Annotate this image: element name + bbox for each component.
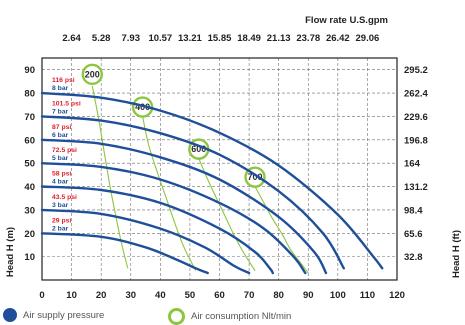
- x-tick-label: 120: [389, 290, 405, 301]
- x-tick-label: 60: [214, 290, 225, 301]
- top-tick-label: 23.78: [296, 33, 320, 44]
- pressure-bar-label: 2 bar: [52, 225, 69, 232]
- air-consumption-ring: [81, 63, 103, 86]
- pressure-psi-label: 58 psi: [52, 171, 71, 178]
- y-left-tick-label: 80: [24, 89, 35, 100]
- air-pressure-curve: [40, 115, 345, 270]
- x-tick-label: 70: [244, 290, 255, 301]
- legend: Air supply pressure Air consumption Nlt/…: [0, 308, 465, 325]
- air-consumption-curves: 200 400 600 700: [81, 63, 309, 274]
- pressure-bar-label: 8 bar: [52, 85, 69, 92]
- air-consumption-curve: [142, 116, 197, 271]
- x-tick-label: 20: [96, 290, 107, 301]
- y-right-tick-label: 65.6: [404, 229, 423, 240]
- air-pressure-curve: [40, 208, 251, 275]
- y-left-tick-label: 60: [24, 135, 35, 146]
- air-pressure-curve: [40, 232, 209, 275]
- legend-label-air-consumption: Air consumption Nlt/min: [191, 311, 292, 322]
- top-tick-label: 13.21: [178, 33, 202, 44]
- top-tick-label: 10.57: [148, 33, 172, 44]
- top-axis-title: Flow rate U.S.gpm: [305, 15, 388, 26]
- x-tick-label: 30: [125, 290, 136, 301]
- pressure-psi-label: 29 psi: [52, 217, 71, 224]
- top-tick-label: 29.06: [356, 33, 380, 44]
- top-tick-label: 15.85: [208, 33, 232, 44]
- y-left-tick-label: 90: [24, 65, 35, 76]
- right-axis-title: Head H (ft): [451, 230, 462, 278]
- pressure-psi-label: 87 psi: [52, 124, 71, 131]
- top-tick-label: 26.42: [326, 33, 350, 44]
- y-right-tick-label: 131.2: [404, 182, 428, 193]
- x-tick-label: 50: [185, 290, 196, 301]
- y-right-tick-label: 98.4: [404, 205, 423, 216]
- blue-circle-icon: [3, 308, 17, 322]
- y-right-tick-label: 32.8: [404, 252, 423, 263]
- x-tick-label: 0: [39, 290, 44, 301]
- x-tick-label: 110: [360, 290, 375, 301]
- pressure-psi-label: 116 psi: [52, 77, 75, 84]
- legend-label-air-supply: Air supply pressure: [23, 309, 105, 321]
- top-tick-label: 2.64: [62, 33, 81, 44]
- air-pressure-curve: [40, 185, 274, 275]
- pressure-psi-label: 43.5 psi: [52, 194, 77, 201]
- y-left-tick-label: 30: [24, 205, 35, 216]
- y-right-tick-label: 164: [404, 159, 421, 170]
- air-pressure-curve: [40, 91, 384, 270]
- y-left-tick-label: 70: [24, 112, 35, 123]
- y-right-tick-label: 229.6: [404, 112, 428, 123]
- air-pressure-curve: [40, 162, 307, 275]
- air-consumption-label: 200: [85, 69, 100, 79]
- green-ring-icon: [168, 308, 185, 325]
- y-left-tick-label: 20: [24, 229, 35, 240]
- top-tick-label: 21.13: [267, 33, 291, 44]
- pressure-psi-label: 101.5 psi: [52, 100, 81, 107]
- air-consumption-label: 400: [135, 102, 150, 112]
- grid-lines: [41, 57, 398, 281]
- x-tick-label: 100: [330, 290, 346, 301]
- y-right-tick-label: 196.8: [404, 135, 428, 146]
- left-axis-title: Head H (m): [5, 227, 16, 277]
- air-pressure-curve: [40, 138, 328, 275]
- pressure-bar-label: 7 bar: [52, 108, 69, 115]
- air-consumption-curve: [254, 186, 309, 274]
- y-right-tick-label: 262.4: [404, 89, 428, 100]
- pressure-bar-label: 4 bar: [52, 179, 69, 186]
- legend-item-air-supply: Air supply pressure: [3, 308, 104, 322]
- y-left-tick-label: 50: [24, 159, 35, 170]
- pressure-bar-label: 5 bar: [52, 155, 69, 162]
- axis-ticks: 0 10 20 30 40 50 60 70 80 90 100 110 120 2.64 5.28 7.93…: [24, 33, 428, 301]
- plot-frame: [41, 57, 398, 281]
- pressure-bar-label: 3 bar: [52, 202, 69, 209]
- top-tick-label: 7.93: [122, 33, 141, 44]
- y-left-tick-label: 40: [24, 182, 35, 193]
- air-consumption-label: 600: [191, 144, 206, 154]
- air-consumption-label: 700: [247, 172, 262, 182]
- pressure-bar-label: 6 bar: [52, 132, 69, 139]
- y-left-tick-label: 10: [24, 252, 35, 263]
- air-pressure-curves: [40, 91, 384, 275]
- x-tick-label: 90: [303, 290, 314, 301]
- y-right-tick-label: 295.2: [404, 65, 428, 76]
- pressure-psi-label: 72.5 psi: [52, 147, 77, 154]
- x-tick-label: 80: [273, 290, 284, 301]
- top-tick-label: 5.28: [92, 33, 111, 44]
- top-tick-label: 18.49: [237, 33, 261, 44]
- legend-item-air-consumption: Air consumption Nlt/min: [168, 308, 291, 325]
- air-consumption-curve: [91, 85, 129, 269]
- x-tick-label: 40: [155, 290, 166, 301]
- x-tick-label: 10: [66, 290, 77, 301]
- air-consumption-curve: [198, 158, 256, 271]
